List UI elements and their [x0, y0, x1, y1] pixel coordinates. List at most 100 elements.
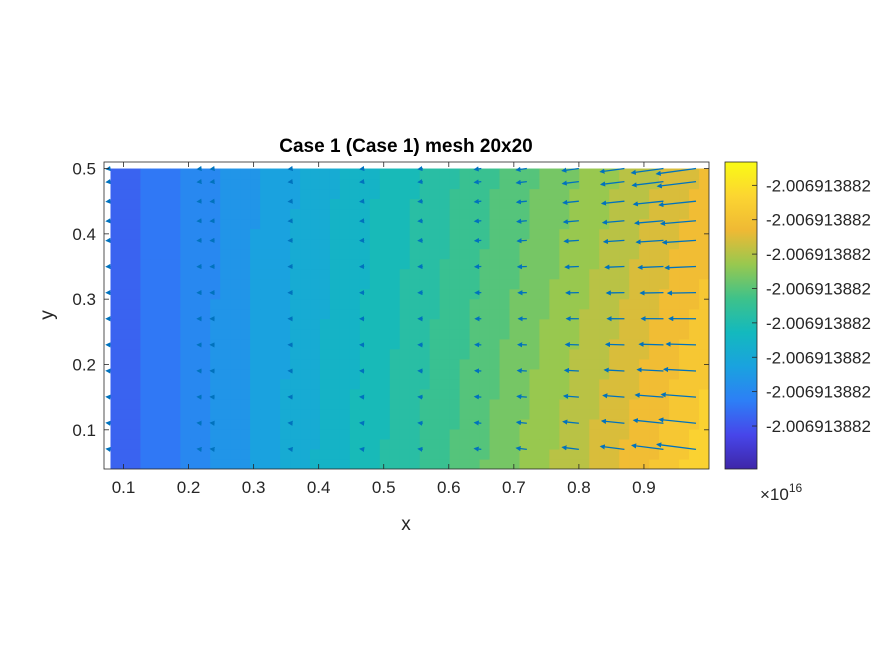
quiver-arrow — [604, 264, 625, 270]
x-tick-label: 0.7 — [502, 478, 526, 497]
contour-cell — [579, 278, 590, 290]
contour-cell — [549, 238, 560, 250]
contour-cell — [469, 388, 481, 400]
contour-cell — [240, 228, 251, 240]
quiver-arrow — [600, 418, 625, 424]
contour-cell — [280, 208, 291, 220]
contour-cell — [419, 418, 431, 430]
contour-cell — [669, 358, 680, 370]
contour-cell — [379, 368, 391, 380]
contour-cell — [549, 258, 560, 270]
contour-cell — [619, 338, 630, 350]
contour-cell — [110, 338, 122, 350]
contour-cell — [329, 278, 341, 290]
contour-cell — [389, 188, 401, 200]
contour-cell — [669, 448, 680, 460]
contour-cell — [180, 368, 191, 380]
contour-cell — [499, 388, 511, 400]
contour-cell — [409, 438, 421, 450]
contour-cell — [569, 198, 580, 210]
contour-cell — [389, 318, 401, 330]
contour-cell — [529, 248, 541, 260]
contour-cell — [659, 228, 670, 240]
contour-cell — [140, 218, 152, 230]
contour-cell — [160, 278, 171, 290]
contour-cell — [469, 288, 481, 300]
contour-cell — [529, 318, 541, 330]
contour-cell — [449, 288, 461, 300]
quiver-arrow — [635, 239, 664, 245]
contour-cell — [439, 308, 451, 320]
contour-cell — [529, 358, 541, 370]
contour-cell — [130, 428, 142, 440]
contour-cell — [679, 178, 690, 190]
contour-cell — [349, 288, 361, 300]
contour-cell — [499, 168, 511, 180]
contour-cell — [639, 418, 650, 430]
contour-cell — [230, 368, 241, 380]
contour-cell — [160, 218, 171, 230]
contour-cell — [190, 378, 201, 390]
contour-cell — [449, 198, 461, 210]
contour-cell — [419, 168, 431, 180]
contour-cell — [300, 178, 311, 190]
contour-cell — [369, 288, 381, 300]
colorbar-tick-label: -2.006913882 — [766, 314, 871, 333]
contour-cell — [230, 218, 241, 230]
contour-cell — [140, 418, 152, 430]
contour-cell — [339, 208, 351, 220]
contour-cell — [220, 448, 231, 460]
contour-cell — [290, 258, 301, 270]
contour-cell — [190, 368, 201, 380]
contour-cell — [589, 408, 600, 420]
contour-cell — [609, 168, 620, 180]
contour-cell — [280, 408, 291, 420]
contour-cell — [679, 408, 690, 420]
quiver-arrow — [515, 446, 527, 452]
contour-cell — [429, 288, 441, 300]
contour-cell — [699, 248, 709, 260]
contour-cell — [329, 438, 341, 450]
contour-cell — [469, 188, 481, 200]
contour-cell — [349, 268, 361, 280]
contour-cell — [569, 368, 580, 380]
contour-cell — [180, 318, 191, 330]
contour-cell — [699, 408, 709, 420]
contour-cell — [689, 328, 700, 340]
contour-cell — [419, 428, 431, 440]
contour-cell — [329, 328, 341, 340]
contour-cell — [599, 428, 610, 440]
contour-cell — [609, 448, 620, 460]
contour-cell — [160, 368, 171, 380]
contour-cell — [409, 218, 421, 230]
contour-cell — [339, 268, 351, 280]
contour-cell — [399, 348, 411, 360]
contour-cell — [160, 458, 171, 469]
contour-cell — [230, 348, 241, 360]
contour-cell — [250, 348, 261, 360]
contour-cell — [429, 428, 441, 440]
contour-cell — [300, 418, 311, 430]
contour-cell — [589, 208, 600, 220]
contour-cell — [329, 218, 341, 230]
contour-cell — [270, 428, 281, 440]
contour-cell — [359, 418, 371, 430]
contour-cell — [519, 298, 531, 310]
contour-cell — [449, 408, 461, 420]
contour-cell — [419, 458, 431, 469]
contour-cell — [409, 238, 421, 250]
contour-cell — [150, 408, 161, 420]
contour-cell — [210, 348, 221, 360]
contour-cell — [389, 388, 401, 400]
contour-cell — [409, 318, 421, 330]
contour-cell — [549, 198, 560, 210]
contour-cell — [230, 408, 241, 420]
contour-cell — [319, 238, 331, 250]
contour-cell — [140, 228, 152, 240]
contour-cell — [240, 368, 251, 380]
contour-cell — [270, 298, 281, 310]
contour-cell — [479, 248, 491, 260]
contour-cell — [679, 248, 690, 260]
contour-cell — [379, 288, 391, 300]
contour-cell — [409, 358, 421, 370]
